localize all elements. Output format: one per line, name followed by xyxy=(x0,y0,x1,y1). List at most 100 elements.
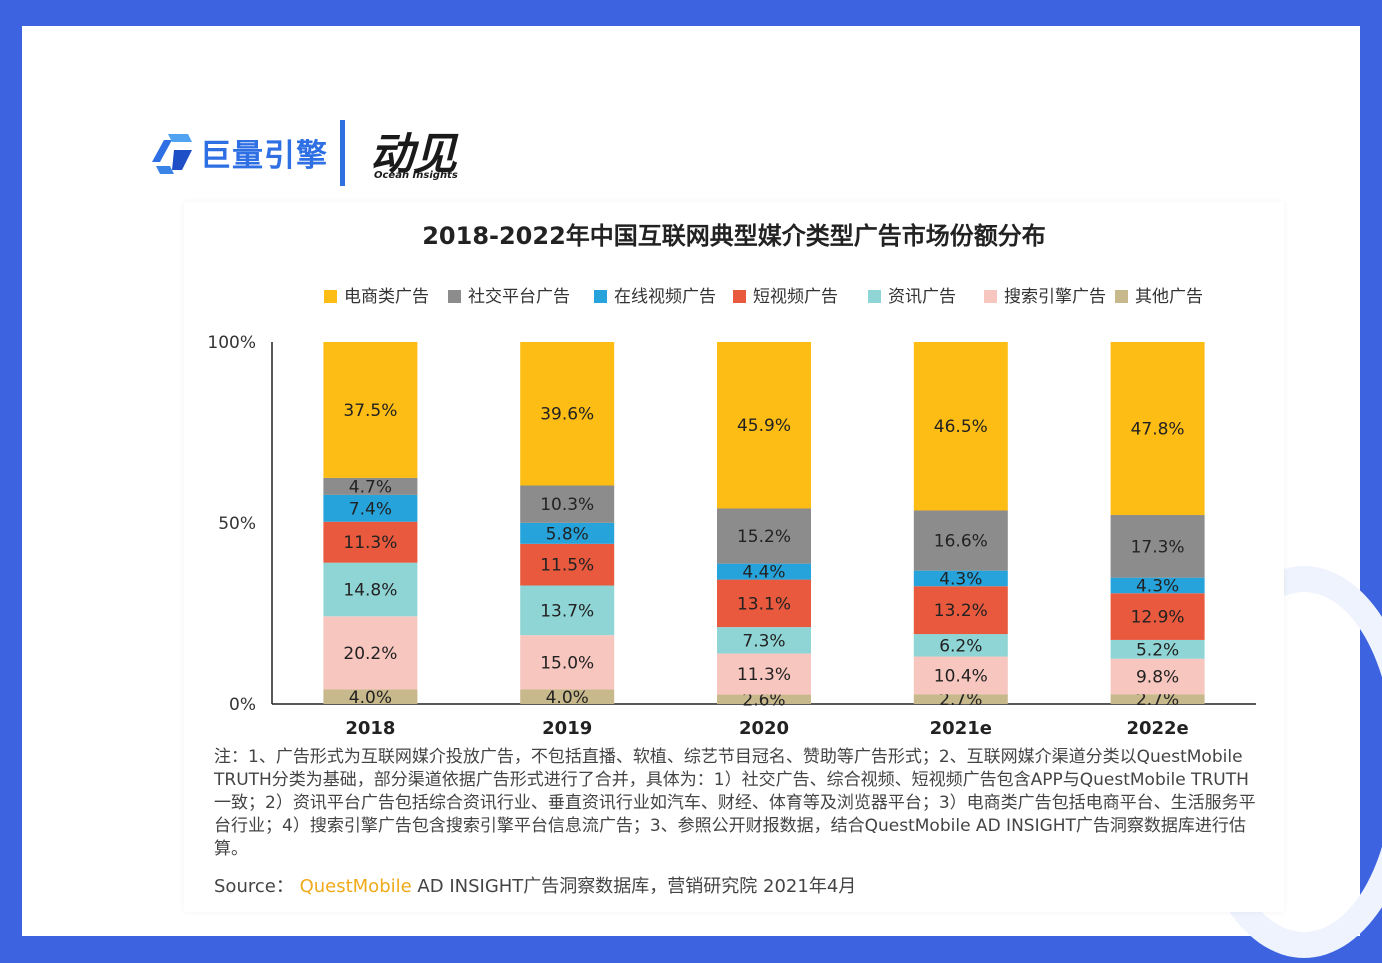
data-label: 5.2% xyxy=(1136,640,1179,660)
bar-segment xyxy=(1110,658,1205,695)
x-tick-label: 2021e xyxy=(930,718,992,739)
source-label: Source： xyxy=(214,876,294,897)
bar-segment xyxy=(717,653,811,695)
data-label: 12.9% xyxy=(1131,608,1185,628)
y-tick-label: 50% xyxy=(218,514,256,534)
data-label: 15.2% xyxy=(737,527,791,547)
x-tick-label: 2018 xyxy=(345,718,395,739)
legend-swatch xyxy=(984,290,997,303)
chart-card: 电商类广告 社交平台广告 在线视频广告 短视频广告 资讯广告 搜索引擎广告 其他广告 0% 5… xyxy=(184,202,1284,912)
data-label: 9.8% xyxy=(1136,667,1179,687)
data-label: 16.6% xyxy=(934,532,988,552)
legend-label: 搜索引擎广告 xyxy=(1004,287,1106,307)
data-label: 6.2% xyxy=(939,636,982,656)
bar-segment xyxy=(913,694,1008,704)
bar-segment xyxy=(717,508,811,564)
data-label: 11.3% xyxy=(343,533,397,553)
legend-item-3: 短视频广告 xyxy=(733,287,838,307)
legend-swatch xyxy=(868,290,881,303)
logo-divider xyxy=(340,120,345,186)
legend-item-5: 搜索引擎广告 xyxy=(984,287,1106,307)
data-label: 15.0% xyxy=(540,653,594,673)
x-tick-label: 2022e xyxy=(1126,718,1188,739)
ocean-insights-logo-text: 动见 xyxy=(370,129,457,180)
bar-segment xyxy=(520,485,615,523)
bar-2019: 4.0% 15.0% 13.7% 11.5% 5.8% 10.3% 39.6% 2019 xyxy=(520,342,615,739)
chart-source: Source： QuestMobile AD INSIGHT广告洞察数据库，营销… xyxy=(214,872,856,898)
chart-bars: 4.0%20.2%14.8%11.3%7.4%4.7%37.5%20184.0%… xyxy=(323,342,1205,739)
data-label: 13.7% xyxy=(540,601,594,621)
legend-swatch xyxy=(1115,290,1128,303)
bar-segment xyxy=(913,510,1008,571)
y-tick-label: 100% xyxy=(207,333,256,353)
bar-segment xyxy=(913,570,1008,587)
legend-swatch xyxy=(324,290,337,303)
bar-2021e: 2.7% 10.4% 6.2% 13.2% 4.3% 16.6% 46.5% 2021e xyxy=(913,342,1008,739)
data-label: 7.4% xyxy=(349,499,392,519)
bar-segment xyxy=(323,689,418,704)
bar-segment xyxy=(717,563,811,580)
legend-label: 电商类广告 xyxy=(344,287,429,307)
chart-footnote: 注：1、广告形式为互联网媒介投放广告，不包括直播、软植、综艺节目冠名、赞助等广告… xyxy=(214,747,1256,859)
bar-segment xyxy=(717,694,811,704)
data-label: 4.0% xyxy=(349,688,392,708)
data-label: 11.3% xyxy=(737,665,791,685)
stacked-bar-chart: 电商类广告 社交平台广告 在线视频广告 短视频广告 资讯广告 搜索引擎广告 其他广告 0% 5… xyxy=(207,287,1256,739)
bar-segment xyxy=(520,522,615,544)
legend-swatch xyxy=(594,290,607,303)
y-tick-label: 0% xyxy=(229,695,256,715)
bar-segment xyxy=(323,494,418,522)
legend-label: 短视频广告 xyxy=(753,287,838,307)
data-label: 2.7% xyxy=(939,690,982,710)
data-label: 4.0% xyxy=(546,688,589,708)
bar-segment xyxy=(1110,577,1205,594)
data-label: 4.7% xyxy=(349,477,392,497)
bar-segment xyxy=(1110,342,1205,516)
legend-item-4: 资讯广告 xyxy=(868,287,956,307)
bar-segment xyxy=(520,635,615,690)
data-label: 20.2% xyxy=(343,644,397,664)
data-label: 2.6% xyxy=(742,690,785,710)
legend-item-6: 其他广告 xyxy=(1115,287,1203,307)
source-text: AD INSIGHT广告洞察数据库，营销研究院 2021年4月 xyxy=(411,876,857,897)
legend-item-0: 电商类广告 xyxy=(324,287,429,307)
x-tick-label: 2019 xyxy=(542,718,592,739)
chart-title: 2018-2022年中国互联网典型媒介类型广告市场份额分布 xyxy=(422,222,1046,250)
legend-swatch xyxy=(448,290,461,303)
bar-segment xyxy=(717,579,811,628)
bar-segment xyxy=(913,342,1008,511)
bar-segment xyxy=(520,585,615,636)
bar-segment xyxy=(520,342,615,486)
bar-segment xyxy=(1110,639,1205,659)
data-label: 4.3% xyxy=(1136,576,1179,596)
source-brand: QuestMobile xyxy=(299,876,412,897)
data-label: 10.3% xyxy=(540,495,594,515)
legend-item-1: 社交平台广告 xyxy=(448,287,570,307)
x-tick-label: 2020 xyxy=(739,718,789,739)
legend-swatch xyxy=(733,290,746,303)
data-label: 2.7% xyxy=(1136,690,1179,710)
bar-segment xyxy=(323,616,418,690)
data-label: 14.8% xyxy=(343,580,397,600)
ocean-insights-logo-subtext: Ocean Insights xyxy=(374,170,458,181)
bar-segment xyxy=(717,342,811,509)
data-label: 47.8% xyxy=(1131,420,1185,440)
legend-label: 资讯广告 xyxy=(888,287,956,307)
data-label: 13.2% xyxy=(934,601,988,621)
bar-segment xyxy=(1110,694,1205,704)
bar-segment xyxy=(520,689,615,704)
data-label: 7.3% xyxy=(742,631,785,651)
data-label: 39.6% xyxy=(540,405,594,425)
data-label: 4.4% xyxy=(742,563,785,583)
data-label: 13.1% xyxy=(737,594,791,614)
bar-segment xyxy=(1110,515,1205,578)
legend-label: 社交平台广告 xyxy=(468,287,570,307)
ocean-engine-logo-text: 巨量引擎 xyxy=(200,138,328,174)
data-label: 10.4% xyxy=(934,666,988,686)
data-label: 5.8% xyxy=(546,524,589,544)
bar-segment xyxy=(520,543,615,586)
legend-label: 其他广告 xyxy=(1135,287,1203,307)
ocean-engine-logo-icon xyxy=(152,134,192,174)
bar-segment xyxy=(323,521,418,563)
bar-2022e: 2.7% 9.8% 5.2% 12.9% 4.3% 17.3% 47.8% 2022e xyxy=(1110,342,1205,739)
